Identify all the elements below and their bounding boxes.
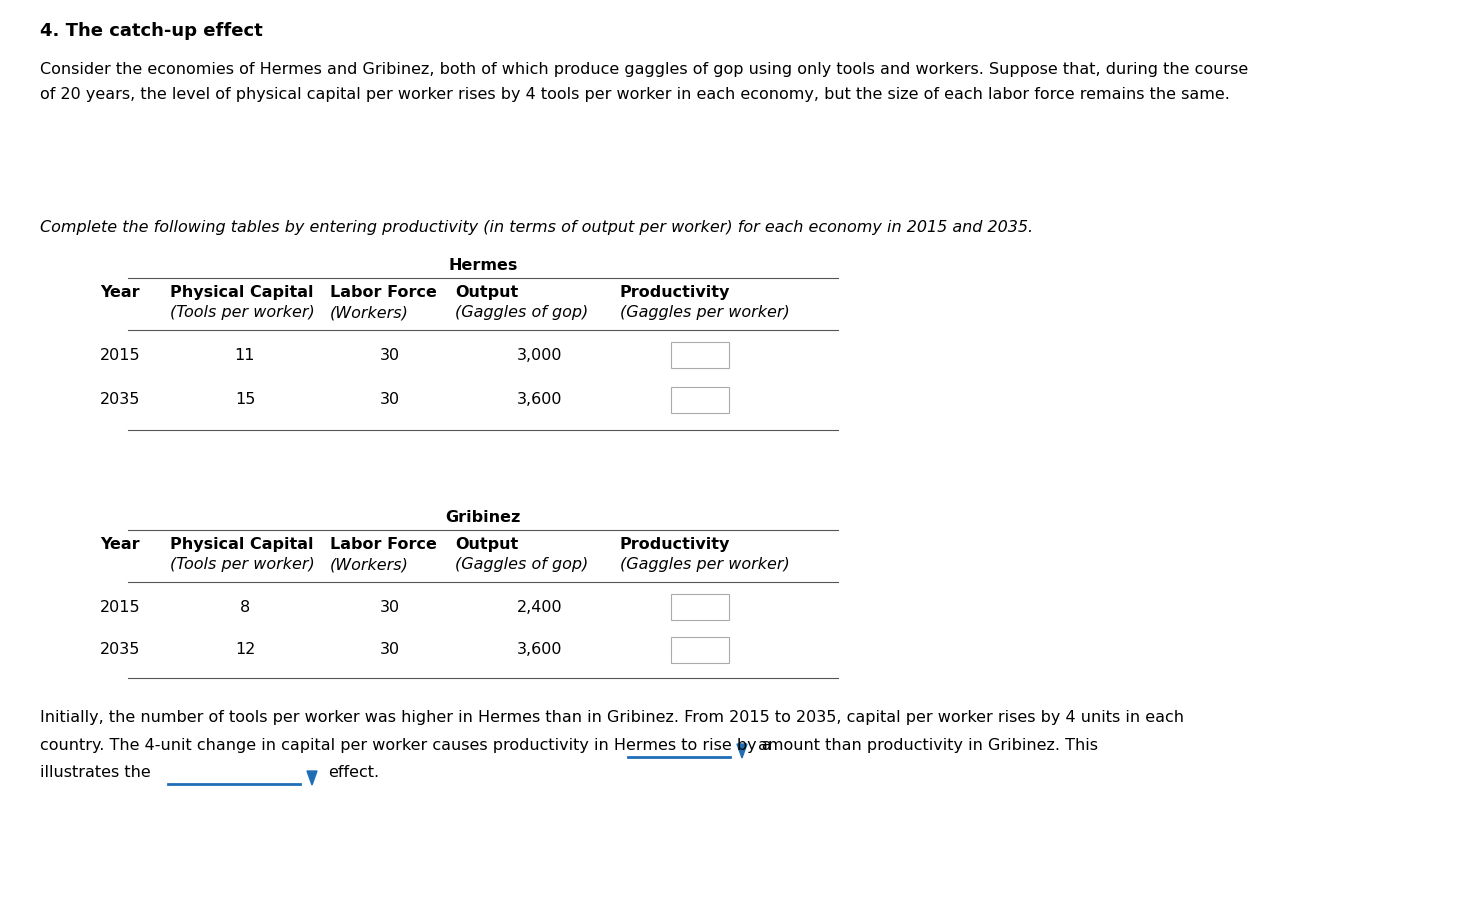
Text: (Gaggles per worker): (Gaggles per worker) [620,305,790,320]
Text: (Workers): (Workers) [331,557,408,572]
Text: 3,000: 3,000 [517,347,563,363]
Text: 12: 12 [235,642,256,658]
Text: Year: Year [100,285,140,300]
Text: 30: 30 [380,599,400,615]
Polygon shape [307,771,317,785]
Text: illustrates the: illustrates the [40,765,151,780]
Text: Labor Force: Labor Force [331,537,436,552]
Bar [671,594,729,620]
Text: 3,600: 3,600 [517,393,563,407]
Text: 30: 30 [380,642,400,658]
Text: Consider the economies of Hermes and Gribinez, both of which produce gaggles of : Consider the economies of Hermes and Gri… [40,62,1249,77]
Text: (Workers): (Workers) [331,305,408,320]
Text: (Gaggles per worker): (Gaggles per worker) [620,557,790,572]
Text: Year: Year [100,537,140,552]
Text: Productivity: Productivity [620,537,730,552]
Bar [671,637,729,663]
Text: Output: Output [455,285,519,300]
Text: 15: 15 [235,393,256,407]
Text: (Gaggles of gop): (Gaggles of gop) [455,557,588,572]
Text: (Gaggles of gop): (Gaggles of gop) [455,305,588,320]
Text: 3,600: 3,600 [517,642,563,658]
Text: 30: 30 [380,393,400,407]
Text: Productivity: Productivity [620,285,730,300]
Text: 2015: 2015 [100,347,141,363]
Text: Hermes: Hermes [448,258,517,273]
Text: Labor Force: Labor Force [331,285,436,300]
Text: 2,400: 2,400 [517,599,563,615]
Text: 30: 30 [380,347,400,363]
Text: 2035: 2035 [100,393,141,407]
Text: 4. The catch-up effect: 4. The catch-up effect [40,22,263,40]
Text: Initially, the number of tools per worker was higher in Hermes than in Gribinez.: Initially, the number of tools per worke… [40,710,1184,725]
Text: amount than productivity in Gribinez. This: amount than productivity in Gribinez. Th… [758,738,1097,753]
Bar [671,342,729,368]
Text: Physical Capital: Physical Capital [170,537,313,552]
Text: Gribinez: Gribinez [445,510,520,525]
Text: Physical Capital: Physical Capital [170,285,313,300]
Text: effect.: effect. [328,765,379,780]
Text: Complete the following tables by entering productivity (in terms of output per w: Complete the following tables by enterin… [40,220,1033,235]
Text: 2035: 2035 [100,642,141,658]
Polygon shape [737,744,748,758]
Text: of 20 years, the level of physical capital per worker rises by 4 tools per worke: of 20 years, the level of physical capit… [40,87,1230,102]
Text: (Tools per worker): (Tools per worker) [170,557,314,572]
Text: 11: 11 [235,347,256,363]
Text: (Tools per worker): (Tools per worker) [170,305,314,320]
Text: Output: Output [455,537,519,552]
Text: 2015: 2015 [100,599,141,615]
Text: 8: 8 [239,599,250,615]
Text: country. The 4-unit change in capital per worker causes productivity in Hermes t: country. The 4-unit change in capital pe… [40,738,771,753]
Bar [671,387,729,413]
